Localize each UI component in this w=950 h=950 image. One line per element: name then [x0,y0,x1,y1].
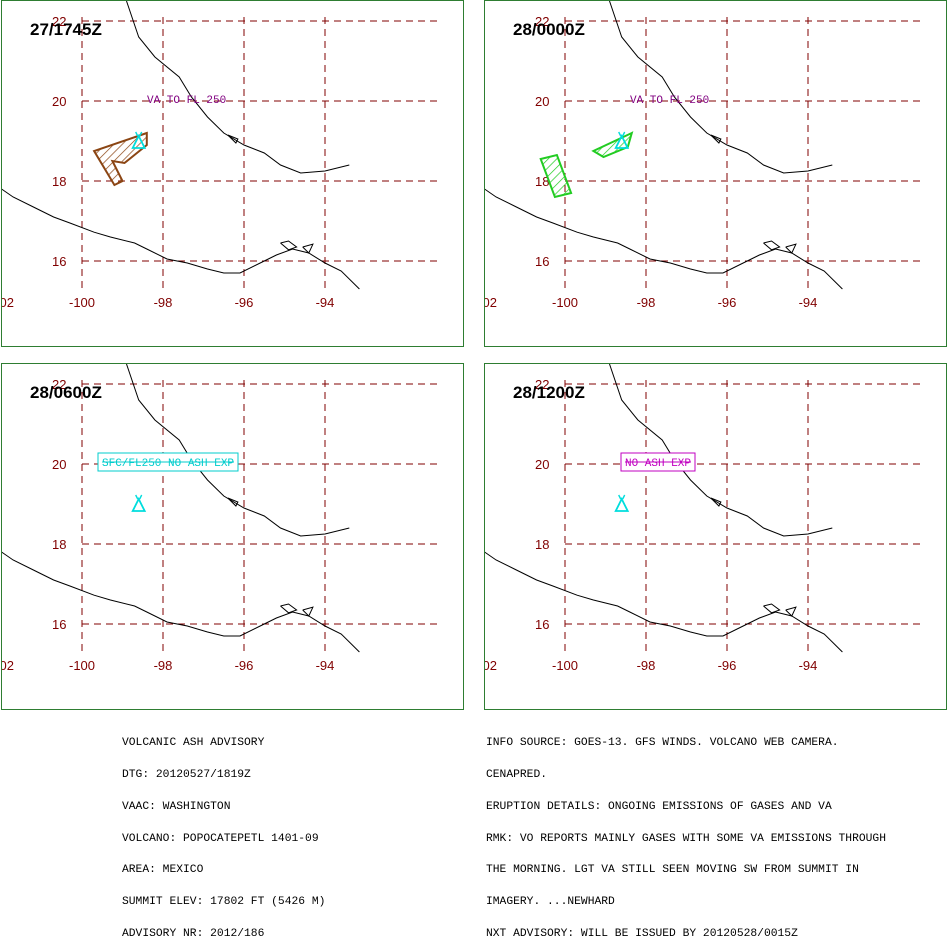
map-canvas-1: 16 18 20 22 -102 -100 -98 -96 -94 VA TO FL 250 27/… [2,1,442,310]
lon-label--100: -100 [552,658,578,673]
volcano-icon [614,131,630,149]
lon-label--94: -94 [799,658,818,673]
lon-label--96: -96 [235,658,254,673]
advisory-summit-elev: SUMMIT ELEV: 17802 FT (5426 M) [122,896,326,909]
lagoon-outline-2 [302,606,314,617]
lon-label--100: -100 [69,295,95,310]
coastline-pacific [485,551,843,653]
lagoon-outline-2 [302,243,314,254]
lon-label--102: -102 [485,295,497,310]
eruption-details: ERUPTION DETAILS: ONGOING EMISSIONS OF G… [486,800,832,813]
forecast-note: SFC/FL250 NO ASH EXP [102,458,234,470]
lagoon-outline-3 [710,134,722,144]
ash-cloud-polygon-1 [92,131,148,187]
lagoon-outline-2 [785,243,797,254]
next-advisory: NXT ADVISORY: WILL BE ISSUED BY 20120528… [486,927,798,940]
lat-label-22: 22 [52,377,66,392]
lon-label--102: -102 [2,658,14,673]
lon-label--100: -100 [69,658,95,673]
lon-label--98: -98 [637,295,656,310]
coastline-pacific [485,188,843,290]
valid-time: 27/1745Z [30,20,102,39]
coastline-gulf [126,364,350,537]
lon-label--96: -96 [235,295,254,310]
remarks-cont-2: IMAGERY. ...NEWHARD [486,896,615,909]
lat-label-22: 22 [52,14,66,29]
lagoon-outline-3 [227,134,239,144]
lagoon-outline-1 [280,603,298,614]
lat-label-18: 18 [535,174,549,189]
lagoon-outline-1 [280,240,298,251]
advisory-volcano: VOLCANO: POPOCATEPETL 1401-09 [122,832,319,845]
coastline-gulf [609,364,833,537]
lat-label-16: 16 [535,617,549,632]
ash-cloud-polygon-1 [539,153,573,199]
forecast-note: NO ASH EXP [625,458,691,470]
lat-label-22: 22 [535,14,549,29]
lagoon-outline-1 [763,603,781,614]
lon-label--98: -98 [154,295,173,310]
lon-label--100: -100 [552,295,578,310]
volcano-icon [131,494,147,512]
remarks-cont-1: THE MORNING. LGT VA STILL SEEN MOVING SW… [486,864,859,877]
lat-label-22: 22 [535,377,549,392]
map-panel-2: 16 18 20 22 -102 -100 -98 -96 -94 VA TO FL 250 28/… [484,0,947,347]
coastline-gulf [126,1,350,174]
lon-label--96: -96 [718,658,737,673]
map-canvas-3: 16 18 20 22 -102 -100 -98 -96 -94 SFC/FL250 NO AS… [2,364,442,673]
lat-label-16: 16 [52,254,66,269]
advisory-vaac: VAAC: WASHINGTON [122,800,231,813]
map-panel-3: 16 18 20 22 -102 -100 -98 -96 -94 SFC/FL250 NO AS… [1,363,464,710]
lon-label--94: -94 [316,658,335,673]
lagoon-outline-2 [785,606,797,617]
advisory-title: VOLCANIC ASH ADVISORY [122,737,265,750]
map-canvas-2: 16 18 20 22 -102 -100 -98 -96 -94 VA TO FL 250 28/… [485,1,925,310]
lat-label-18: 18 [52,174,66,189]
advisory-number: ADVISORY NR: 2012/186 [122,927,265,940]
coastline-pacific [2,188,360,290]
forecast-note: VA TO FL 250 [147,95,226,107]
lat-label-18: 18 [535,537,549,552]
remarks: RMK: VO REPORTS MAINLY GASES WITH SOME V… [486,832,886,845]
lon-label--94: -94 [799,295,818,310]
lon-label--98: -98 [154,658,173,673]
info-source: INFO SOURCE: GOES-13. GFS WINDS. VOLCANO… [486,737,839,750]
lat-label-18: 18 [52,537,66,552]
info-source-cont: CENAPRED. [486,768,548,781]
lon-label--102: -102 [485,658,497,673]
lat-label-20: 20 [52,457,66,472]
lon-label--96: -96 [718,295,737,310]
lat-label-20: 20 [535,94,549,109]
advisory-dtg: DTG: 20120527/1819Z [122,768,251,781]
lon-label--94: -94 [316,295,335,310]
forecast-note: VA TO FL 250 [630,95,709,107]
lagoon-outline-3 [227,497,239,507]
lon-label--102: -102 [2,295,14,310]
volcano-icon [131,131,147,149]
lagoon-outline-1 [763,240,781,251]
advisory-header-block: VOLCANIC ASH ADVISORY DTG: 20120527/1819… [122,717,325,950]
volcano-icon [614,494,630,512]
valid-time: 28/0000Z [513,20,585,39]
valid-time: 28/1200Z [513,383,585,402]
lat-label-20: 20 [52,94,66,109]
advisory-area: AREA: MEXICO [122,864,204,877]
lon-label--98: -98 [637,658,656,673]
lat-label-16: 16 [535,254,549,269]
map-canvas-4: 16 18 20 22 -102 -100 -98 -96 -94 NO ASH EXP 28/12… [485,364,925,673]
map-panel-1: 16 18 20 22 -102 -100 -98 -96 -94 VA TO FL 250 27/… [1,0,464,347]
coastline-gulf [609,1,833,174]
lat-label-16: 16 [52,617,66,632]
lat-label-20: 20 [535,457,549,472]
lagoon-outline-3 [710,497,722,507]
coastline-pacific [2,551,360,653]
valid-time: 28/0600Z [30,383,102,402]
advisory-info-block: INFO SOURCE: GOES-13. GFS WINDS. VOLCANO… [486,717,886,950]
map-panel-4: 16 18 20 22 -102 -100 -98 -96 -94 NO ASH EXP 28/12… [484,363,947,710]
